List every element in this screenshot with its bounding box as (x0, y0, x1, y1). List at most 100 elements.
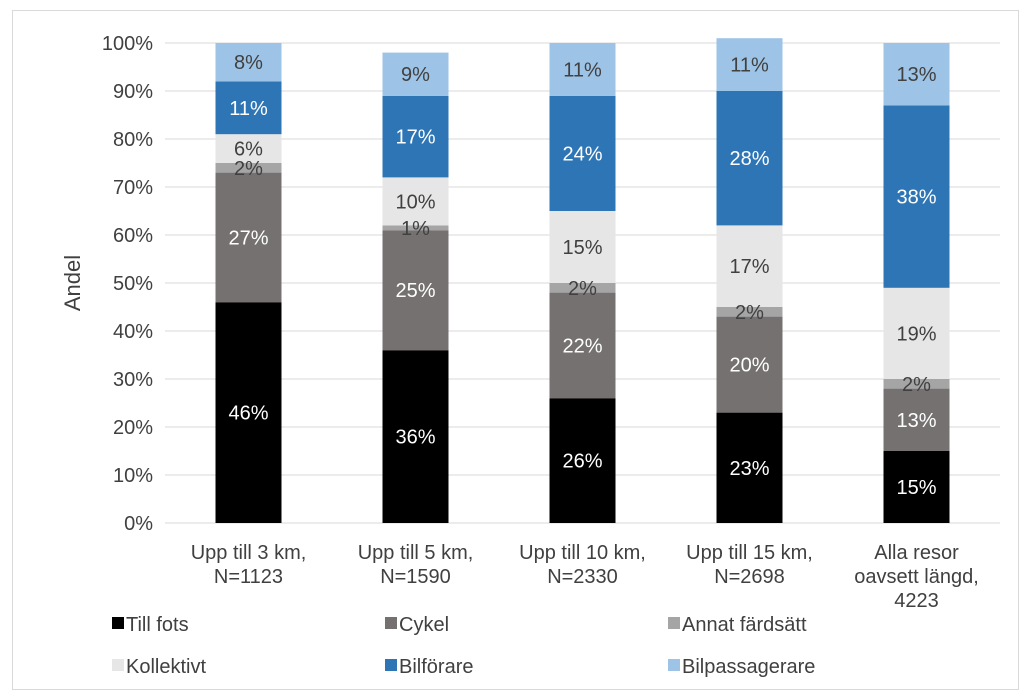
x-category-line: 4223 (894, 590, 939, 612)
bar-segment (549, 292, 616, 399)
data-label: 2% (735, 302, 764, 324)
data-label: 8% (234, 52, 263, 74)
data-label: 20% (729, 355, 769, 377)
y-tick-label: 50% (113, 273, 153, 295)
bar-segment (382, 230, 449, 351)
legend-item: Bilförare (385, 656, 473, 678)
x-category-line: oavsett längd, (854, 566, 979, 588)
x-category-line: Upp till 10 km, (519, 542, 646, 564)
bar-segment (716, 91, 783, 226)
legend-swatch (112, 617, 124, 629)
bar-segment (382, 95, 449, 178)
y-tick-label: 0% (124, 513, 153, 535)
legend-swatch (668, 659, 680, 671)
bar-segment (549, 43, 616, 96)
bar-segment (716, 307, 783, 317)
x-category-line: Upp till 15 km, (686, 542, 813, 564)
x-category-line: N=1123 (214, 566, 283, 588)
y-axis-title: Andel (60, 255, 85, 311)
data-label: 6% (234, 139, 263, 161)
bar-segment (215, 172, 282, 303)
data-label: 1% (401, 218, 430, 240)
data-label: 13% (896, 64, 936, 86)
bar-segment (382, 52, 449, 96)
x-category-label: Upp till 10 km, N=2330 (519, 542, 646, 588)
data-label: 28% (729, 148, 769, 170)
bar-segment (883, 451, 950, 523)
legend-label: Till fots (126, 614, 189, 636)
x-category-line: Upp till 5 km, (358, 542, 474, 564)
legend-item: Till fots (112, 614, 189, 636)
data-label: 24% (562, 143, 602, 165)
y-tick-label: 90% (113, 81, 153, 103)
data-label: 17% (395, 127, 435, 149)
bar-segment (382, 225, 449, 231)
bar-segment (883, 388, 950, 451)
data-label: 25% (395, 280, 435, 302)
bar-segment (549, 211, 616, 283)
data-label: 46% (228, 403, 268, 425)
data-label: 15% (896, 477, 936, 499)
x-category-line: N=2698 (714, 566, 785, 588)
legend-item: Kollektivt (112, 656, 206, 678)
data-label: 10% (395, 191, 435, 213)
y-tick-label: 20% (113, 417, 153, 439)
bar-segment (549, 283, 616, 293)
bar-segment (215, 163, 282, 173)
x-category-line: Alla resor (874, 542, 959, 564)
x-category-label: Alla resor oavsett längd, 4223 (854, 542, 979, 612)
data-label: 2% (902, 374, 931, 396)
legend-label: Bilförare (399, 656, 473, 678)
bars (215, 38, 950, 523)
x-category-labels: Upp till 3 km, N=1123 Upp till 5 km, N=1590… (191, 542, 979, 612)
bar-segment (549, 95, 616, 211)
bar-segment (382, 350, 449, 523)
data-label: 22% (562, 335, 602, 357)
data-label: 36% (395, 427, 435, 449)
x-category-label: Upp till 5 km, N=1590 (358, 542, 474, 588)
legend-item: Cykel (385, 614, 449, 636)
bar-segment (883, 379, 950, 389)
legend-label: Cykel (399, 614, 449, 636)
bar-segment (215, 43, 282, 82)
data-label: 2% (568, 278, 597, 300)
data-label: 9% (401, 64, 430, 86)
legend-label: Annat färdsätt (682, 614, 807, 636)
bar-segment (716, 38, 783, 91)
chart-frame (12, 10, 1019, 690)
bar-segment (716, 412, 783, 523)
data-label: 17% (729, 256, 769, 278)
legend: Till fots Cykel Annat färdsätt Kollektivt Bi… (112, 614, 815, 678)
legend-item: Annat färdsätt (668, 614, 807, 636)
data-labels: 46%27%2%6%11%8%36%25%1%10%17%9%26%22%2%1… (228, 52, 936, 499)
data-label: 19% (896, 323, 936, 345)
legend-swatch (112, 659, 124, 671)
legend-label: Kollektivt (126, 656, 206, 678)
x-category-label: Upp till 15 km, N=2698 (686, 542, 813, 588)
y-tick-label: 40% (113, 321, 153, 343)
data-label: 2% (234, 158, 263, 180)
bar-segment (716, 316, 783, 413)
bar-segment (549, 398, 616, 523)
bar-segment (215, 302, 282, 523)
y-tick-label: 60% (113, 225, 153, 247)
x-category-line: Upp till 3 km, (191, 542, 307, 564)
data-label: 27% (228, 227, 268, 249)
data-label: 26% (562, 451, 602, 473)
bar-segment (883, 43, 950, 106)
y-tick-label: 70% (113, 177, 153, 199)
x-category-label: Upp till 3 km, N=1123 (191, 542, 307, 588)
bar-segment (716, 225, 783, 307)
legend-swatch (385, 617, 397, 629)
legend-swatch (668, 617, 680, 629)
bar-segment (883, 287, 950, 379)
y-tick-label: 100% (102, 33, 153, 55)
x-category-line: N=1590 (380, 566, 451, 588)
y-tick-label: 30% (113, 369, 153, 391)
bar-segment (883, 105, 950, 288)
legend-item: Bilpassagerare (668, 656, 815, 678)
legend-swatch (385, 659, 397, 671)
data-label: 15% (562, 237, 602, 259)
y-tick-labels: 0% 10% 20% 30% 40% 50% 60% 70% 80% 90% 100% (102, 33, 153, 535)
